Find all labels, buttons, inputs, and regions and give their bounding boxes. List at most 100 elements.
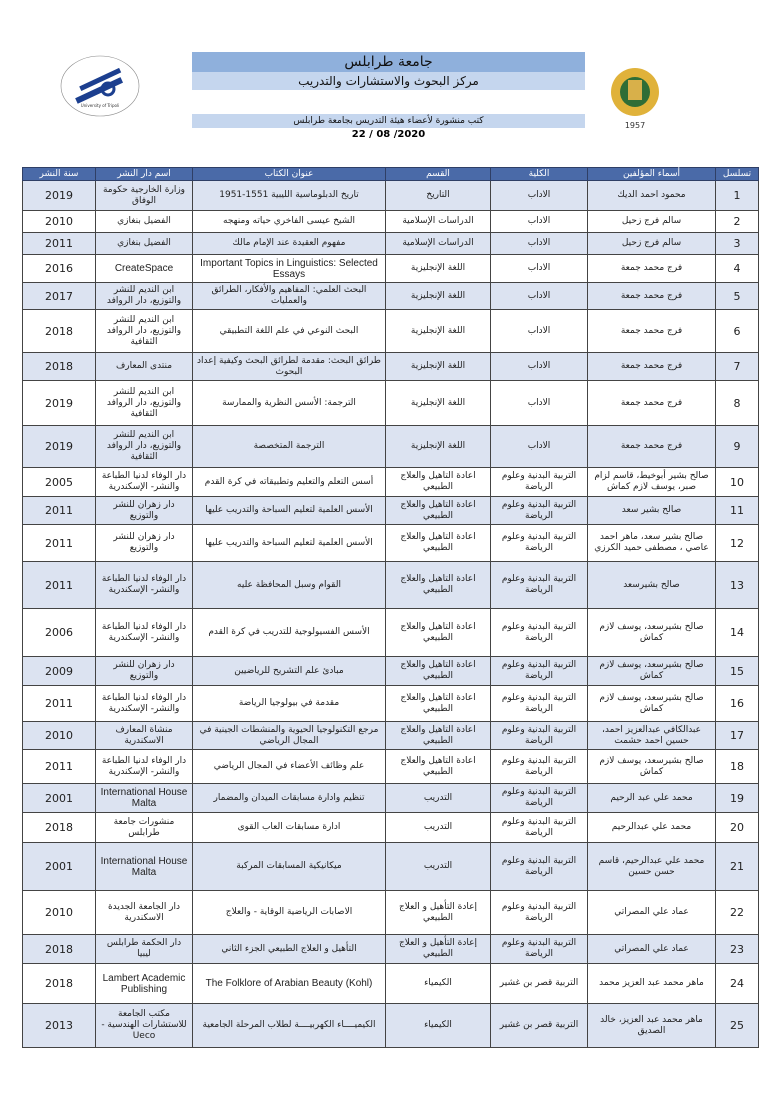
cell-year: 2001 [22, 842, 96, 891]
cell-book-title: الكيميــــاء الكهربيــــة لطلاب المرحلة … [192, 1003, 386, 1048]
cell-department: التاريخ [385, 180, 491, 211]
university-title: جامعة طرابلس [192, 52, 585, 72]
cell-serial: 16 [715, 685, 759, 722]
cell-authors: محمود احمد الديك [587, 180, 716, 211]
table-row: 24 ماهر محمد عبد العزيز محمد التربية قصر ب… [22, 963, 759, 1004]
column-header-year: سنة النشر [22, 167, 96, 181]
cell-college: التربية قصر بن غشير [490, 963, 588, 1004]
cell-department: اللغة الإنجليزية [385, 254, 491, 283]
column-header-department: القسم [385, 167, 491, 181]
column-header-publisher: اسم دار النشر [95, 167, 193, 181]
cell-book-title: التأهيل و العلاج الطبيعي الجزء الثاني [192, 934, 386, 964]
cell-department: اعادة التاهيل والعلاج الطبيعي [385, 561, 491, 609]
table-row: 13 صالح بشيرسعد التربية البدنية وعلوم الري… [22, 561, 759, 609]
books-table: تسلسل أسماء المؤلفين الكلية القسم عنوان الكت… [22, 167, 759, 1048]
cell-college: التربية البدنية وعلوم الرياضة [490, 842, 588, 891]
cell-book-title: الأسس الفسيولوجية للتدريب في كرة القدم [192, 608, 386, 657]
university-of-tripoli-logo: University of Tripoli [60, 55, 140, 117]
cell-authors: صالح بشير سعد، ماهر احمد عاصي ، مصطفى حم… [587, 524, 716, 562]
cell-serial: 8 [715, 380, 759, 426]
cell-year: 2016 [22, 254, 96, 283]
table-row: 10 صالح بشير أبوخيط، قاسم لزام صبر، يوسف … [22, 467, 759, 497]
table-row: 4 فرج محمد جمعة الاداب اللغة الإنجليزية Impo… [22, 254, 759, 283]
cell-serial: 17 [715, 721, 759, 750]
cell-year: 2006 [22, 608, 96, 657]
cell-book-title: الترجمة: الأسس النظرية والممارسة [192, 380, 386, 426]
cell-college: التربية البدنية وعلوم الرياضة [490, 812, 588, 843]
cell-serial: 20 [715, 812, 759, 843]
cell-publisher: دار الوفاء لدنيا الطباعة والنشر- الإسكند… [95, 749, 193, 784]
column-header-serial: تسلسل [715, 167, 759, 181]
cell-publisher: ابن النديم للنشر والتوزيع، دار الروافد ا… [95, 425, 193, 468]
cell-book-title: مرجع التكنولوجيا الحيوية والمنشطات الجين… [192, 721, 386, 750]
cell-book-title: القوام وسبل المحافظة عليه [192, 561, 386, 609]
cell-college: الاداب [490, 352, 588, 381]
cell-publisher: منتدى المعارف [95, 352, 193, 381]
cell-authors: فرج محمد جمعة [587, 254, 716, 283]
cell-serial: 22 [715, 890, 759, 935]
cell-college: التربية البدنية وعلوم الرياضة [490, 749, 588, 784]
cell-college: الاداب [490, 309, 588, 353]
cell-serial: 23 [715, 934, 759, 964]
table-row: 8 فرج محمد جمعة الاداب اللغة الإنجليزية التر… [22, 380, 759, 426]
table-row: 17 عبدالكافي عبدالعزيز احمد، حسين احمد حش… [22, 721, 759, 750]
cell-publisher: ابن النديم للنشر والتوزيع، دار الروافد [95, 282, 193, 310]
cell-serial: 15 [715, 656, 759, 686]
cell-authors: عماد علي المصراتي [587, 890, 716, 935]
cell-department: التدريب [385, 812, 491, 843]
cell-publisher: دار زهران للنشر والتوزيع [95, 656, 193, 686]
cell-year: 2018 [22, 352, 96, 381]
cell-book-title: الشيخ عيسى الفاخري حياته ومنهجه [192, 210, 386, 233]
table-row: 23 عماد علي المصراتي التربية البدنية وعلوم… [22, 934, 759, 964]
cell-serial: 10 [715, 467, 759, 497]
cell-college: التربية البدنية وعلوم الرياضة [490, 721, 588, 750]
cell-year: 2019 [22, 425, 96, 468]
cell-authors: فرج محمد جمعة [587, 309, 716, 353]
cell-book-title: الترجمة المتخصصة [192, 425, 386, 468]
cell-college: الاداب [490, 210, 588, 233]
cell-authors: فرج محمد جمعة [587, 425, 716, 468]
table-row: 2 سالم فرج زحيل الاداب الدراسات الإسلامية ال… [22, 210, 759, 233]
cell-publisher: منشاة المعارف الاسكندرية [95, 721, 193, 750]
cell-authors: صالح بشيرسعد، يوسف لازم كماش [587, 685, 716, 722]
cell-authors: صالح بشيرسعد، يوسف لازم كماش [587, 608, 716, 657]
cell-year: 2005 [22, 467, 96, 497]
cell-serial: 9 [715, 425, 759, 468]
cell-year: 2019 [22, 180, 96, 211]
table-header-row: تسلسل أسماء المؤلفين الكلية القسم عنوان الكت… [22, 167, 759, 181]
cell-year: 2019 [22, 380, 96, 426]
document-subtitle: كتب منشورة لأعضاء هيئة التدريس بجامعة طر… [192, 114, 585, 128]
cell-authors: سالم فرج زحيل [587, 232, 716, 255]
cell-authors: محمد علي عبدالرحيم [587, 812, 716, 843]
cell-authors: محمد علي عبدالرحيم، قاسم حسن حسين [587, 842, 716, 891]
cell-authors: صالح بشيرسعد، يوسف لازم كماش [587, 749, 716, 784]
cell-publisher: دار الحكمة طرابلس ليبيا [95, 934, 193, 964]
cell-serial: 6 [715, 309, 759, 353]
table-row: 5 فرج محمد جمعة الاداب اللغة الإنجليزية البح… [22, 282, 759, 310]
cell-college: التربية البدنية وعلوم الرياضة [490, 783, 588, 813]
cell-authors: ماهر محمد عبد العزيز، خالد الصديق [587, 1003, 716, 1048]
cell-year: 2010 [22, 210, 96, 233]
cell-book-title: الأسس العلمية لتعليم السباحة والتدريب عل… [192, 524, 386, 562]
cell-book-title: تنظيم وادارة مسابقات الميدان والمضمار [192, 783, 386, 813]
cell-publisher: دار الجامعة الجديدة الاسكندرية [95, 890, 193, 935]
cell-year: 2010 [22, 890, 96, 935]
cell-year: 2018 [22, 934, 96, 964]
cell-year: 2011 [22, 749, 96, 784]
cell-serial: 4 [715, 254, 759, 283]
cell-publisher: ابن النديم للنشر والتوزيع، دار الروافد ا… [95, 309, 193, 353]
table-row: 22 عماد علي المصراتي التربية البدنية وعلوم… [22, 890, 759, 935]
cell-year: 2009 [22, 656, 96, 686]
cell-publisher: Lambert Academic Publishing [95, 963, 193, 1004]
table-row: 21 محمد علي عبدالرحيم، قاسم حسن حسين الترب… [22, 842, 759, 891]
cell-year: 2001 [22, 783, 96, 813]
cell-authors: عبدالكافي عبدالعزيز احمد، حسين احمد حشمت [587, 721, 716, 750]
cell-authors: صالح بشير سعد [587, 496, 716, 525]
table-row: 15 صالح بشيرسعد، يوسف لازم كماش التربية ال… [22, 656, 759, 686]
cell-serial: 18 [715, 749, 759, 784]
cell-publisher: منشورات جامعة طرابلس [95, 812, 193, 843]
cell-year: 2011 [22, 496, 96, 525]
cell-publisher: دار الوفاء لدنيا الطباعة والنشر- الإسكند… [95, 561, 193, 609]
cell-publisher: ابن النديم للنشر والتوزيع، دار الروافد ا… [95, 380, 193, 426]
